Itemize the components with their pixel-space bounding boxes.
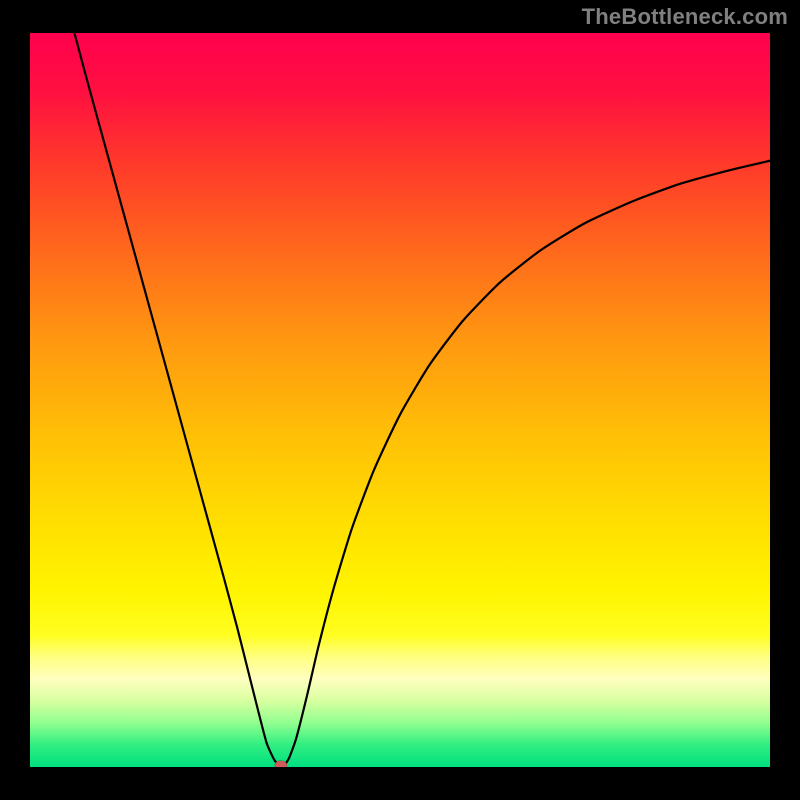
watermark-text: TheBottleneck.com — [582, 4, 788, 30]
bottleneck-chart — [0, 0, 800, 800]
chart-container: TheBottleneck.com — [0, 0, 800, 800]
